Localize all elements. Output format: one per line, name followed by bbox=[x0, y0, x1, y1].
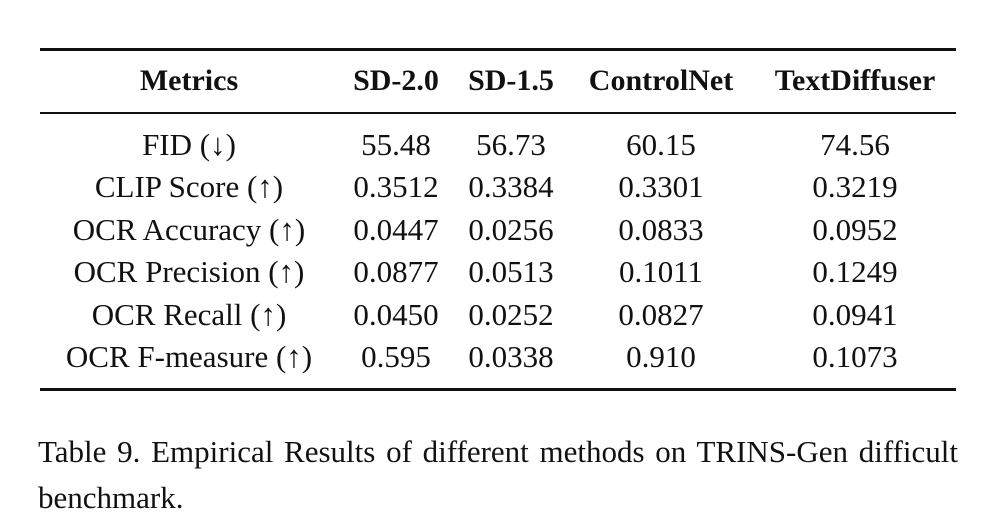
metric-label: OCR Precision (↑) bbox=[73, 254, 305, 289]
table-cell: 0.0952 bbox=[812, 212, 898, 247]
table-cell: 0.0256 bbox=[468, 212, 554, 247]
header-sd-1-5: SD-1.5 bbox=[468, 64, 554, 97]
table-cell: 0.0513 bbox=[468, 254, 554, 289]
table-caption: Table 9. Empirical Results of different … bbox=[38, 434, 958, 515]
header-sd-2-0: SD-2.0 bbox=[353, 64, 439, 97]
table-bottom-rule bbox=[40, 388, 956, 391]
header-textdiffuser: TextDiffuser bbox=[774, 64, 936, 97]
metric-label: OCR Accuracy (↑) bbox=[72, 212, 306, 247]
table-cell: 0.910 bbox=[626, 339, 696, 374]
header-metrics: Metrics bbox=[139, 64, 239, 97]
table-cell: 0.0877 bbox=[353, 254, 439, 289]
table-cell: 0.0252 bbox=[468, 297, 554, 332]
table-cell: 0.0941 bbox=[812, 297, 898, 332]
table-cell: 0.1073 bbox=[812, 339, 898, 374]
table-cell: 0.0827 bbox=[618, 297, 704, 332]
table-cell: 60.15 bbox=[626, 127, 696, 162]
table-cell: 0.1011 bbox=[618, 254, 704, 289]
table-top-rule bbox=[40, 48, 956, 51]
table-cell: 55.48 bbox=[361, 127, 431, 162]
table-cell: 56.73 bbox=[476, 127, 546, 162]
table-cell: 74.56 bbox=[820, 127, 890, 162]
table-cell: 0.0447 bbox=[353, 212, 439, 247]
table-cell: 0.0450 bbox=[353, 297, 439, 332]
table-cell: 0.0833 bbox=[618, 212, 704, 247]
metric-label: FID (↓) bbox=[142, 127, 236, 162]
table-header-rule bbox=[40, 112, 956, 114]
table-cell: 0.0338 bbox=[468, 339, 554, 374]
table-cell: 0.3512 bbox=[353, 169, 439, 204]
metric-label: CLIP Score (↑) bbox=[94, 169, 284, 204]
metric-label: OCR F-measure (↑) bbox=[65, 339, 313, 374]
header-controlnet: ControlNet bbox=[588, 64, 734, 97]
metric-label: OCR Recall (↑) bbox=[91, 297, 287, 332]
table-cell: 0.3301 bbox=[618, 169, 704, 204]
table-cell: 0.1249 bbox=[812, 254, 898, 289]
table-cell: 0.595 bbox=[361, 339, 431, 374]
table-cell: 0.3384 bbox=[468, 169, 554, 204]
table-cell: 0.3219 bbox=[812, 169, 898, 204]
